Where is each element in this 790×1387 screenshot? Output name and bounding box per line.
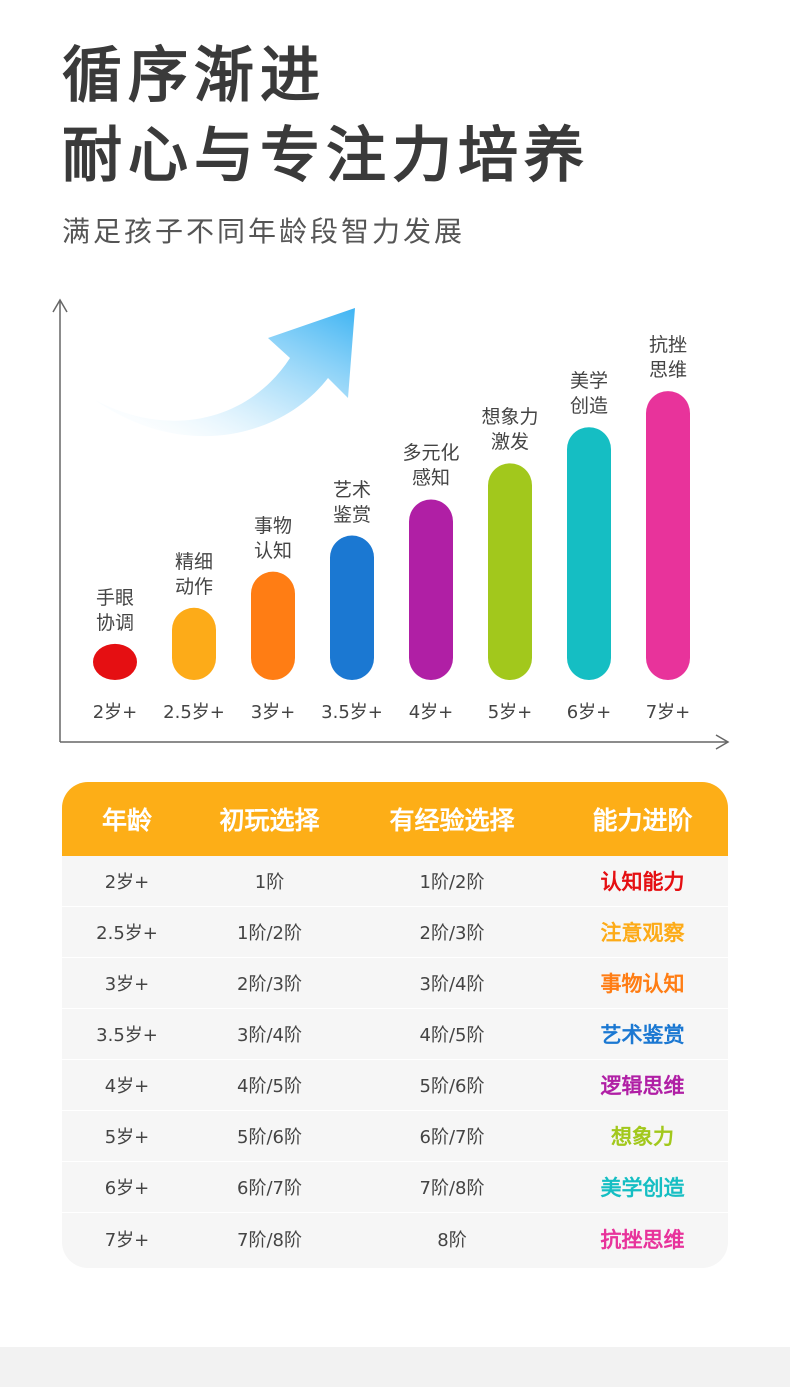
cell-experienced: 8阶 xyxy=(437,1229,467,1251)
cell-experienced: 6阶/7阶 xyxy=(419,1127,485,1148)
cell-age: 2岁+ xyxy=(104,872,150,893)
page-title-line1: 循序渐进 xyxy=(62,41,326,111)
cell-age: 6岁+ xyxy=(104,1178,150,1199)
page-title-line2: 耐心与专注力培养 xyxy=(62,121,590,191)
x-tick-label: 3.5岁+ xyxy=(321,702,383,723)
cell-beginner: 1阶 xyxy=(254,872,285,893)
cell-experienced: 5阶/6阶 xyxy=(419,1076,485,1097)
cell-beginner: 3阶/4阶 xyxy=(237,1025,302,1046)
bar-5 xyxy=(409,499,453,680)
chart-axes xyxy=(52,298,730,750)
chart-bars xyxy=(93,391,690,680)
cell-age: 4岁+ xyxy=(104,1076,150,1097)
bar-label: 抗挫 思维 xyxy=(648,334,687,382)
bar-3 xyxy=(251,571,295,680)
table-row: 3岁+ 2阶/3阶 3阶/4阶 事物认知 xyxy=(62,958,728,1009)
footer-band xyxy=(0,1347,790,1387)
bar-label: 多元化 感知 xyxy=(402,442,460,490)
cell-ability: 逻辑思维 xyxy=(600,1074,685,1098)
cell-age: 3.5岁+ xyxy=(96,1025,158,1046)
cell-beginner: 7阶/8阶 xyxy=(237,1229,302,1251)
bar-4 xyxy=(330,535,374,680)
table-header-beginner: 初玩选择 xyxy=(219,806,320,835)
table-header-experienced: 有经验选择 xyxy=(389,806,515,835)
cell-ability: 美学创造 xyxy=(600,1176,685,1200)
bar-label: 想象力 激发 xyxy=(481,406,539,454)
cell-beginner: 1阶/2阶 xyxy=(237,923,302,944)
table-row: 7岁+ 7阶/8阶 8阶 抗挫思维 xyxy=(62,1213,728,1264)
cell-age: 7岁+ xyxy=(104,1229,150,1251)
x-tick-label: 6岁+ xyxy=(566,702,612,723)
cell-experienced: 4阶/5阶 xyxy=(419,1025,485,1046)
bar-label: 美学 创造 xyxy=(569,370,608,418)
y-axis-arrow-icon xyxy=(52,298,68,313)
table-header-age: 年龄 xyxy=(101,806,152,835)
page-subtitle: 满足孩子不同年龄段智力发展 xyxy=(62,215,466,248)
table-header-ability: 能力进阶 xyxy=(592,806,693,835)
cell-beginner: 5阶/6阶 xyxy=(237,1127,302,1148)
cell-ability: 想象力 xyxy=(611,1125,674,1149)
bar-label: 事物 认知 xyxy=(253,514,292,562)
cell-beginner: 2阶/3阶 xyxy=(237,974,302,995)
table-body: 2岁+ 1阶 1阶/2阶 认知能力 2.5岁+ 1阶/2阶 2阶/3阶 注意观察 3岁+ 2阶/3… xyxy=(62,856,728,1264)
bar-1 xyxy=(93,643,137,680)
table-row: 3.5岁+ 3阶/4阶 4阶/5阶 艺术鉴赏 xyxy=(62,1009,728,1060)
age-level-table: 年龄 初玩选择 有经验选择 能力进阶 2岁+ 1阶 1阶/2阶 认知能力 2.5岁+ 1阶… xyxy=(62,782,728,1268)
cell-age: 3岁+ xyxy=(104,974,150,995)
cell-ability: 艺术鉴赏 xyxy=(600,1023,685,1047)
table-row: 2岁+ 1阶 1阶/2阶 认知能力 xyxy=(62,856,728,907)
cell-beginner: 6阶/7阶 xyxy=(237,1178,302,1199)
x-tick-label: 2岁+ xyxy=(92,702,138,723)
cell-experienced: 3阶/4阶 xyxy=(419,974,485,995)
trend-arrow-icon xyxy=(95,308,355,437)
cell-ability: 认知能力 xyxy=(600,870,685,894)
table-row: 6岁+ 6阶/7阶 7阶/8阶 美学创造 xyxy=(62,1162,728,1213)
cell-age: 5岁+ xyxy=(104,1127,150,1148)
bar-2 xyxy=(172,607,216,680)
x-tick-label: 5岁+ xyxy=(487,702,533,723)
table-row: 5岁+ 5阶/6阶 6阶/7阶 想象力 xyxy=(62,1111,728,1162)
cell-age: 2.5岁+ xyxy=(96,923,158,944)
x-axis-arrow-icon xyxy=(715,734,730,750)
table-row: 2.5岁+ 1阶/2阶 2阶/3阶 注意观察 xyxy=(62,907,728,958)
bar-label: 手眼 协调 xyxy=(95,586,134,634)
bar-label: 精细 动作 xyxy=(174,550,213,598)
table-row: 4岁+ 4阶/5阶 5阶/6阶 逻辑思维 xyxy=(62,1060,728,1111)
x-tick-label: 4岁+ xyxy=(408,702,454,723)
age-ability-chart: 手眼 协调 2岁+ 精细 动作 2.5岁+ 事物 认知 3岁+ 艺术 鉴赏 3.5岁+ 多元化 … xyxy=(0,290,790,760)
cell-experienced: 1阶/2阶 xyxy=(419,872,485,893)
cell-ability: 事物认知 xyxy=(600,972,685,996)
bar-6 xyxy=(488,463,532,680)
x-tick-label: 3岁+ xyxy=(250,702,296,723)
cell-experienced: 7阶/8阶 xyxy=(419,1178,485,1199)
cell-ability: 注意观察 xyxy=(600,921,685,945)
chart-canvas xyxy=(52,298,730,750)
table-header-row: 年龄 初玩选择 有经验选择 能力进阶 xyxy=(62,782,728,856)
x-tick-label: 7岁+ xyxy=(645,702,691,723)
cell-beginner: 4阶/5阶 xyxy=(237,1076,302,1097)
x-tick-label: 2.5岁+ xyxy=(163,702,225,723)
bar-7 xyxy=(567,427,611,680)
cell-experienced: 2阶/3阶 xyxy=(419,923,485,944)
bar-label: 艺术 鉴赏 xyxy=(332,478,371,526)
bar-8 xyxy=(646,391,690,680)
cell-ability: 抗挫思维 xyxy=(600,1227,685,1252)
